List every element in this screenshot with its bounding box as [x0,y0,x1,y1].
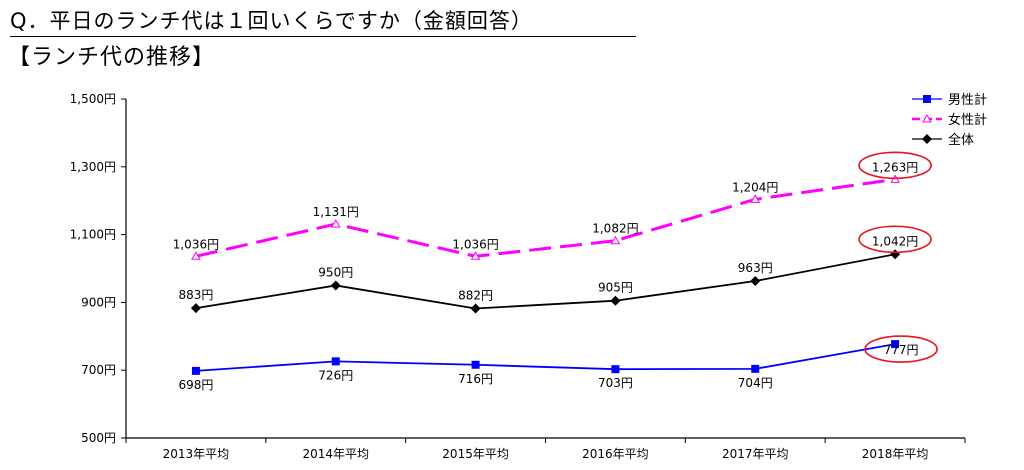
x-tick-label: 2013年平均 [163,447,230,461]
data-point-series-0 [891,340,900,349]
legend-label: 男性計 [948,92,987,108]
legend-label: 女性計 [948,112,987,128]
y-tick-label: 500円 [81,431,116,445]
data-label: 882円 [458,289,493,303]
data-label: 905円 [598,281,633,295]
highlight-circle [864,335,938,363]
data-point-series-0 [191,366,200,375]
chart-subtitle: 【ランチ代の推移】 [8,45,216,70]
highlight-circle [858,225,932,254]
data-label: 883円 [178,288,213,302]
data-label: 698円 [178,378,213,392]
data-label: 1,036円 [452,237,498,251]
data-point-series-1 [750,194,761,203]
data-label: 726円 [318,368,353,382]
y-tick-label: 1,300円 [70,160,116,174]
data-point-series-2 [890,249,901,260]
data-point-series-2 [470,303,481,314]
data-label: 1,036円 [173,237,219,251]
legend-marker [922,113,932,123]
x-tick-label: 2014年平均 [302,447,369,461]
data-point-series-0 [611,365,620,374]
data-point-series-1 [470,251,481,260]
legend-marker [922,134,932,144]
data-point-series-1 [330,219,341,228]
x-tick-label: 2018年平均 [862,447,929,461]
data-point-series-0 [751,364,760,373]
x-tick-label: 2015年平均 [442,447,509,461]
data-point-series-0 [471,360,480,369]
data-label: 716円 [458,372,493,386]
y-tick-label: 700円 [81,363,116,377]
series-line-2 [195,253,896,310]
series-line-0 [195,343,896,372]
y-tick-label: 1,500円 [70,92,116,106]
highlight-circle [858,151,932,180]
legend-label: 全体 [948,132,974,148]
x-tick-label: 2017年平均 [722,447,789,461]
data-label: 1,131円 [313,205,359,219]
data-label: 1,042円 [872,234,918,248]
data-label: 1,263円 [872,160,918,174]
y-tick-label: 900円 [81,295,116,309]
data-point-series-2 [750,276,761,287]
x-tick-label: 2016年平均 [582,447,649,461]
data-label: 1,204円 [732,180,778,194]
data-point-series-2 [190,303,201,314]
data-point-series-2 [330,280,341,291]
data-label: 704円 [738,376,773,390]
series-line-1 [195,177,896,258]
data-point-series-0 [331,357,340,366]
data-label: 1,082円 [592,222,638,236]
data-label: 950円 [318,265,353,279]
data-label: 777円 [884,343,919,357]
data-point-series-2 [610,295,621,306]
question-title: Q．平日のランチ代は１回いくらですか（金額回答） [10,6,636,37]
y-tick-label: 1,100円 [70,228,116,242]
data-point-series-1 [191,251,201,260]
data-label: 703円 [598,376,633,390]
data-label: 963円 [738,261,773,275]
data-point-series-1 [610,235,621,245]
legend-marker [923,95,931,103]
